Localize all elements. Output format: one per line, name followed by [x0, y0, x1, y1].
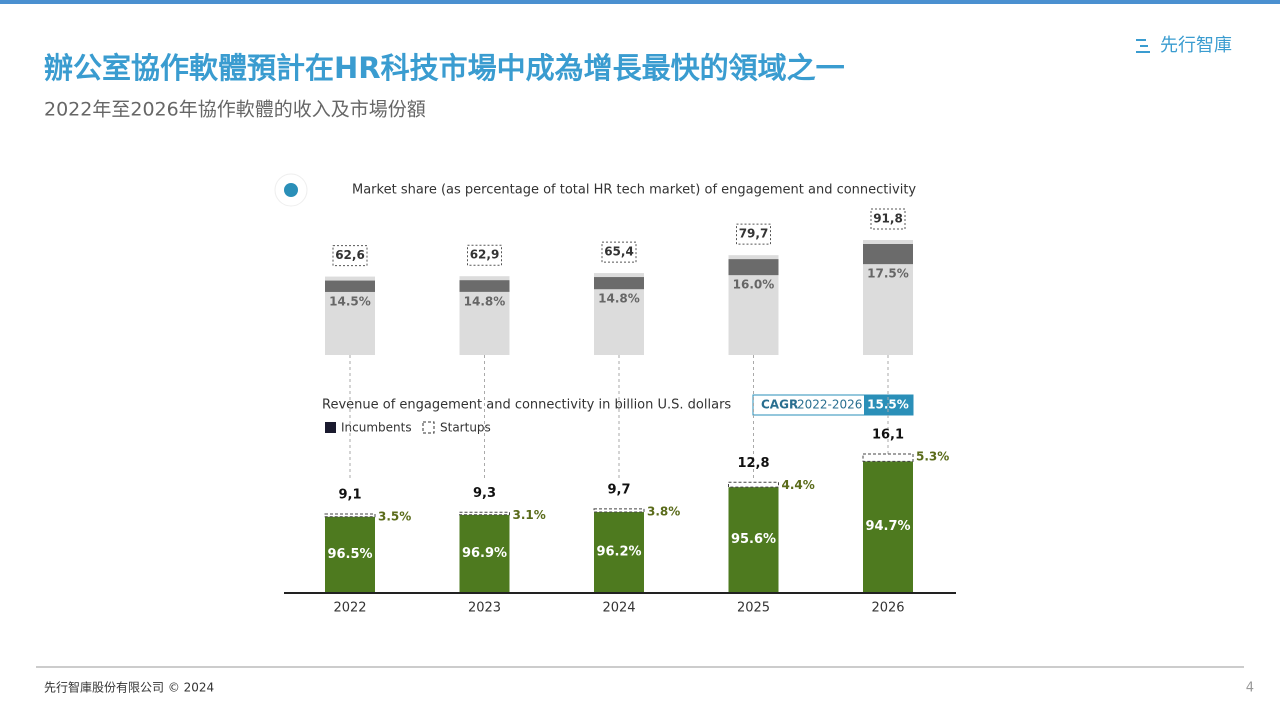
share-label: 14.8% [464, 294, 506, 308]
logo: 先行智庫 [1136, 35, 1232, 56]
top-chart-title: Market share (as percentage of total HR … [352, 183, 916, 198]
total-label-box [467, 244, 502, 266]
total-label: 16,1 [872, 428, 904, 443]
chart-icon-dot [284, 183, 298, 197]
x-tick-label: 2024 [602, 601, 635, 616]
logo-icon [1136, 39, 1150, 53]
legend-label: Incumbents [341, 421, 412, 435]
x-tick-label: 2023 [468, 601, 501, 616]
incumbents-bar [325, 516, 375, 592]
total-label: 9,3 [473, 486, 496, 501]
startups-bar [728, 481, 779, 488]
total-label-box [870, 208, 906, 230]
incumbents-bar [863, 461, 913, 592]
cagr-period: 2022-2026 [797, 398, 862, 412]
total-label: 62,9 [470, 248, 500, 262]
bottom-chart-title: Revenue of engagement and connectivity i… [322, 398, 731, 413]
share-label: 14.5% [329, 294, 371, 308]
page-number: 4 [1246, 681, 1254, 696]
logo-text: 先行智庫 [1160, 35, 1232, 56]
share-label: 14.8% [598, 292, 640, 306]
incumbents-label: 96.9% [462, 546, 507, 561]
share-label: 17.5% [867, 267, 909, 281]
share-segment [325, 280, 375, 292]
x-tick-label: 2025 [737, 601, 770, 616]
startups-bar [862, 453, 914, 462]
incumbents-bar [728, 487, 779, 592]
incumbents-label: 95.6% [731, 532, 776, 547]
incumbents-bar [459, 514, 510, 592]
incumbents-label: 96.2% [596, 545, 641, 560]
startups-label: 3.1% [513, 508, 546, 522]
total-label: 65,4 [604, 245, 634, 259]
share-segment [863, 244, 913, 265]
startups-label: 3.8% [647, 504, 680, 518]
total-label: 9,7 [607, 482, 630, 497]
slide-title: 辦公室協作軟體預計在HR科技市場中成為增長最快的領域之一 [44, 51, 845, 85]
total-label-box [601, 241, 637, 263]
total-label-box [332, 245, 368, 267]
startups-bar [593, 508, 645, 513]
startups-label: 5.3% [916, 450, 949, 464]
legend-swatch-incumbents [325, 422, 336, 433]
total-label: 62,6 [335, 248, 365, 262]
startups-label: 3.5% [378, 510, 411, 524]
x-tick-label: 2022 [333, 601, 366, 616]
startups-bar [459, 511, 510, 516]
top-band [0, 0, 1280, 4]
cagr-box: CAGR 2022-2026 15.5% [752, 394, 914, 416]
legend-swatch-startups [422, 421, 435, 434]
incumbents-label: 96.5% [327, 547, 372, 562]
incumbents-label: 94.7% [865, 519, 910, 534]
incumbents-bar [594, 512, 644, 592]
share-segment [459, 280, 510, 292]
total-label: 79,7 [739, 227, 769, 241]
x-tick-label: 2026 [871, 601, 904, 616]
total-label: 9,1 [338, 488, 361, 503]
total-label: 91,8 [873, 212, 903, 226]
share-label: 16.0% [733, 278, 775, 292]
share-segment [728, 259, 779, 276]
share-segment [594, 277, 644, 290]
startups-label: 4.4% [782, 478, 815, 492]
total-label: 12,8 [737, 456, 769, 471]
startups-bar [324, 513, 376, 518]
footer-copyright: 先行智庫股份有限公司 © 2024 [44, 680, 214, 695]
legend-label: Startups [440, 421, 491, 435]
cagr-label: CAGR [761, 398, 798, 412]
total-label-box [736, 223, 771, 245]
slide-subtitle: 2022年至2026年協作軟體的收入及市場份額 [44, 99, 426, 121]
